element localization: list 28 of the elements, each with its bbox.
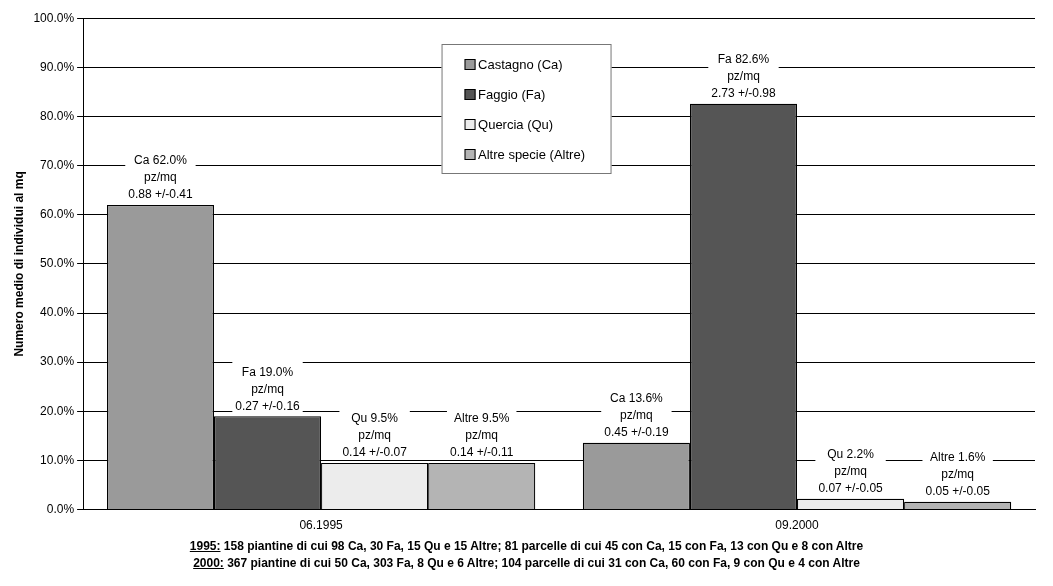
legend-label: Quercia (Qu): [478, 116, 554, 132]
y-tick-label: 60.0%: [40, 207, 75, 222]
y-axis-title: Numero medio di individui al mq: [11, 171, 26, 357]
legend-label: Castagno (Ca): [478, 56, 563, 72]
y-tick-label: 30.0%: [40, 354, 75, 369]
text: 1995: 158 piantine di cui 98 Ca, 30 Fa, 15 Qu e 15 Altre; 81 parcelle di cui 45 con Ca, 15 con Fa, 13 con Qu e 8 con Altre: [189, 539, 864, 553]
y-tick-label: 10.0%: [40, 452, 75, 467]
y-tick-label: 90.0%: [40, 59, 75, 74]
y-tick-label: 100.0%: [33, 10, 75, 25]
y-tick-label: 20.0%: [40, 403, 75, 418]
data-label: Ca 13.6% pz/mq 0.45 +/-0.19: [604, 391, 669, 440]
data-label: Qu 2.2% pz/mq 0.07 +/-0.05: [818, 447, 884, 496]
y-tick-label: 50.0%: [40, 256, 75, 271]
y-tick-label: 40.0%: [40, 305, 75, 320]
text: 2000: 367 piantine di cui 50 Ca, 303 Fa, 8 Qu e 6 Altre; 104 parcelle di cui 31 con Ca, 60 con Fa, 9 con Qu e 4 con Altre: [193, 556, 860, 570]
data-label: Fa 19.0% pz/mq 0.27 +/-0.16: [235, 364, 301, 413]
data-label: Qu 9.5% pz/mq 0.14 +/-0.07: [342, 411, 408, 460]
data-label: Fa 82.6% pz/mq 2.73 +/-0.98: [711, 52, 776, 101]
y-tick-label: 0.0%: [46, 501, 75, 516]
data-label: Altre 1.6% pz/mq 0.05 +/-0.05: [925, 450, 991, 499]
x-tick-label: 09.2000: [775, 518, 820, 533]
legend-label: Altre specie (Altre): [478, 146, 585, 162]
data-label: Ca 62.0% pz/mq 0.88 +/-0.41: [128, 153, 193, 202]
x-tick-label: 06.1995: [299, 518, 344, 533]
data-label: Altre 9.5% pz/mq 0.14 +/-0.11: [449, 411, 514, 460]
legend-label: Faggio (Fa): [478, 86, 546, 102]
y-tick-label: 70.0%: [40, 157, 75, 172]
y-tick-label: 80.0%: [40, 108, 75, 123]
